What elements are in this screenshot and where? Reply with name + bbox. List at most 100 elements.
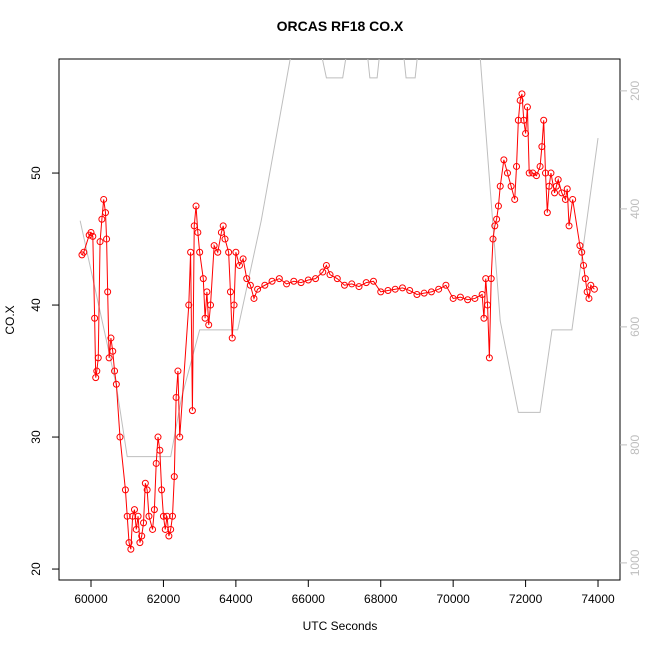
x-tick-label: 74000 (581, 592, 615, 606)
data-point (569, 195, 577, 203)
data-point (377, 288, 385, 296)
data-point (232, 248, 240, 256)
plot-frame (58, 58, 621, 581)
y2-tick-label: 200 (628, 81, 642, 101)
data-point (243, 275, 251, 283)
data-point (355, 283, 363, 291)
data-point (503, 169, 511, 177)
data-point (156, 446, 164, 454)
data-point (121, 486, 129, 494)
data-point (123, 512, 131, 520)
data-point (226, 288, 234, 296)
data-point (136, 539, 144, 547)
data-point (107, 334, 115, 342)
x-tick-label: 72000 (509, 592, 543, 606)
data-point (105, 354, 113, 362)
data-point (109, 347, 117, 355)
y2-tick-label: 800 (628, 435, 642, 455)
data-point (312, 275, 320, 283)
data-point (578, 248, 586, 256)
data-point (427, 288, 435, 296)
data-point (152, 459, 160, 467)
data-point (134, 512, 142, 520)
data-point (362, 279, 370, 287)
data-point (87, 228, 95, 236)
data-point (558, 189, 566, 197)
data-point (523, 103, 531, 111)
data-point (261, 281, 269, 289)
data-point (520, 116, 528, 124)
data-point (369, 277, 377, 285)
data-point (168, 512, 176, 520)
data-point (507, 182, 515, 190)
data-point (543, 209, 551, 217)
data-point (420, 289, 428, 297)
data-point (493, 215, 501, 223)
data-point (219, 222, 227, 230)
data-point (132, 525, 140, 533)
data-point (239, 255, 247, 263)
data-point (511, 195, 519, 203)
x-tick-label: 70000 (436, 592, 470, 606)
data-point (163, 512, 171, 520)
data-point (478, 290, 486, 298)
data-point (228, 334, 236, 342)
data-point (545, 182, 553, 190)
data-point (80, 248, 88, 256)
series-line (81, 93, 595, 550)
data-point (484, 301, 492, 309)
data-point (326, 271, 334, 279)
data-point (185, 301, 193, 309)
data-point (590, 285, 598, 293)
y2-tick-label: 1000 (628, 549, 642, 576)
data-point (92, 374, 100, 382)
x-tick-label: 60000 (74, 592, 108, 606)
data-point (210, 242, 218, 250)
data-point (111, 367, 119, 375)
data-point (141, 479, 149, 487)
data-point (583, 288, 591, 296)
data-point (98, 215, 106, 223)
data-point (538, 143, 546, 151)
y-tick-label: 40 (29, 298, 43, 312)
x-tick-label: 64000 (219, 592, 253, 606)
data-point (551, 189, 559, 197)
data-point (449, 294, 457, 302)
data-point (464, 296, 472, 304)
data-point (172, 393, 180, 401)
data-point (514, 116, 522, 124)
data-point (93, 367, 101, 375)
data-point (283, 280, 291, 288)
data-point (322, 261, 330, 269)
data-point (547, 169, 555, 177)
data-point (494, 202, 502, 210)
y-tick-label: 20 (29, 562, 43, 576)
data-point (221, 235, 229, 243)
data-point (516, 96, 524, 104)
x-tick-label: 66000 (292, 592, 326, 606)
data-point (485, 354, 493, 362)
plot-area (78, 59, 599, 553)
data-point (525, 169, 533, 177)
data-point (207, 301, 215, 309)
data-point (585, 294, 593, 302)
data-point (203, 288, 211, 296)
data-point (196, 248, 204, 256)
data-point (561, 195, 569, 203)
data-point (199, 275, 207, 283)
data-point (159, 512, 167, 520)
data-point (174, 367, 182, 375)
data-point (138, 532, 146, 540)
data-point (158, 486, 166, 494)
data-point (214, 248, 222, 256)
data-point (150, 506, 158, 514)
data-point (384, 287, 392, 295)
data-point (413, 290, 421, 298)
data-point (190, 222, 198, 230)
data-point (225, 248, 233, 256)
data-point (536, 162, 544, 170)
data-point (581, 275, 589, 283)
data-point (333, 275, 341, 283)
data-point (127, 545, 135, 553)
data-point (540, 116, 548, 124)
